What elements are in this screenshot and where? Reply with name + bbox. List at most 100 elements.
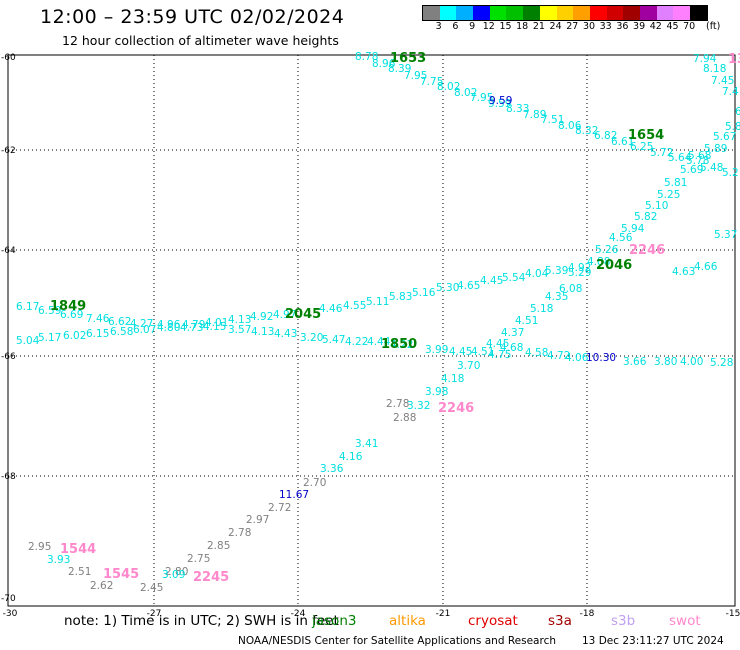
pass-time-label: 2246 [629, 243, 665, 258]
lat-tick-label: -64 [1, 246, 16, 256]
color-scale-label: 24 [549, 21, 562, 32]
swh-value-label: 5.25 [657, 189, 680, 201]
lon-tick-label: -27 [147, 609, 162, 619]
color-scale-label: 70 [683, 21, 696, 32]
color-scale-label: 36 [616, 21, 629, 32]
swh-value-label: 4.58 [525, 347, 548, 359]
swh-value-label: 5.64 [668, 152, 692, 164]
swh-value-label: 8.02 [437, 81, 460, 93]
lat-tick-label: -60 [1, 53, 16, 63]
color-scale-label: 3 [435, 21, 442, 32]
swh-value-label: 10.30 [586, 352, 616, 364]
swh-value-label: 7.45 [711, 75, 734, 87]
lat-tick-label: -62 [1, 146, 16, 156]
swh-value-label: 4.35 [545, 291, 568, 303]
swh-value-label: 6.58 [110, 326, 133, 338]
swh-value-label: 5.39 [545, 265, 568, 277]
swh-value-label: 4.97 [273, 309, 296, 321]
swh-value-label: 7.94 [693, 53, 717, 65]
swh-value-label: 4.92 [568, 262, 591, 274]
swh-value-label: 8.18 [703, 63, 726, 75]
swh-value-label: 7.46 [86, 313, 110, 325]
color-scale-cell [690, 6, 707, 20]
lon-tick-label: -15 [726, 609, 740, 619]
swh-value-label: 4.45 [449, 346, 472, 358]
swh-value-label: 4.63 [672, 266, 695, 278]
swh-value-label: 6.69 [60, 309, 83, 321]
swh-value-label: 8.33 [506, 103, 529, 115]
swh-value-label: 5.69 [680, 164, 703, 176]
pass-time-label: 2246 [438, 401, 474, 416]
color-scale-cell [656, 6, 674, 20]
swh-value-label: 3.66 [623, 356, 647, 368]
satellite-legend-s3a: s3a [548, 613, 572, 629]
color-scale-cell [456, 6, 474, 20]
color-scale-label: 12 [482, 21, 495, 32]
satellite-legend-s3b: s3b [611, 613, 636, 629]
swh-value-label: 2.80 [165, 566, 188, 578]
footer-center-name: NOAA/NESDIS Center for Satellite Applica… [238, 635, 556, 647]
swh-value-label: 3.41 [355, 438, 378, 450]
swh-value-label: 6 [735, 106, 740, 118]
swh-value-label: 5.82 [634, 211, 657, 223]
note-text: note: 1) Time is in UTC; 2) SWH is in fe… [64, 613, 339, 629]
swh-value-label: 7.95 [404, 70, 427, 82]
swh-value-label: 4.13 [251, 326, 274, 338]
swh-value-label: 8.96 [372, 58, 396, 70]
swh-value-label: 2.85 [207, 540, 230, 552]
swh-value-label: 5.72 [650, 147, 673, 159]
color-scale-label: 39 [633, 21, 646, 32]
swh-value-label: 5.2 [722, 167, 739, 179]
lon-tick-label: -18 [580, 609, 595, 619]
swh-value-label: 4.45 [480, 275, 503, 287]
swh-value-label: 6.61 [611, 136, 634, 148]
color-scale-cell [556, 6, 574, 20]
color-scale-cell [673, 6, 690, 20]
swh-value-label: 4.00 [680, 356, 703, 368]
swh-value-label: 3.20 [300, 332, 323, 344]
swh-value-label: 6.02 [63, 330, 86, 342]
swh-value-label: 4.55 [343, 300, 366, 312]
swh-value-label: 4.22 [390, 339, 413, 351]
pass-time-label: 13 [728, 52, 740, 67]
swh-value-label: 6.59 [38, 305, 61, 317]
lon-tick-label: -21 [436, 609, 451, 619]
swh-value-label: 4.18 [441, 373, 464, 385]
swh-value-label: 5.81 [664, 177, 687, 189]
footer-timestamp: 13 Dec 23:11:27 UTC 2024 [582, 635, 724, 647]
swh-value-label: 3.36 [320, 463, 344, 475]
swh-value-label: 4.65 [457, 280, 480, 292]
lat-tick-label: -68 [1, 472, 16, 482]
swh-value-label: 5.16 [412, 287, 436, 299]
color-scale-label: 27 [566, 21, 579, 32]
swh-value-label: 7.51 [541, 114, 564, 126]
swh-value-label: 2.78 [228, 527, 251, 539]
swh-value-label: 2.95 [28, 541, 51, 553]
pass-time-label: 2245 [193, 570, 229, 585]
color-scale-label: 18 [516, 21, 529, 32]
color-scale-labels: 3 6 9 12 15 18 21 24 27 30 33 36 39 42 45 70 [422, 21, 740, 35]
swh-value-label: 4.51 [515, 315, 538, 327]
swh-value-label: 4.01 [205, 317, 228, 329]
pass-time-label: 1545 [103, 567, 139, 582]
swh-value-label: 5.28 [710, 357, 733, 369]
satellite-legend-swot: swot [669, 613, 701, 629]
swh-value-label: 5.10 [645, 200, 668, 212]
swh-value-label: 4.06 [565, 352, 589, 364]
map-subtitle: 12 hour collection of altimeter wave hei… [62, 33, 339, 48]
map-axis-labels: -30 -27 -24 -21 -18 -15 -60 -62 -64 -66 -68 -70 [1, 53, 740, 619]
swh-value-label: 4.88 [587, 256, 610, 268]
swh-value-label: 11.67 [279, 489, 309, 501]
swh-value-label: 3.70 [457, 360, 480, 372]
swh-value-label: 2.88 [393, 412, 416, 424]
swh-value-label: 9.59 [488, 98, 511, 110]
color-scale-cell [539, 6, 557, 20]
color-scale-label: 45 [666, 21, 679, 32]
swh-value-label: 5.29 [568, 267, 591, 279]
swh-value-label: 4.92 [250, 311, 273, 323]
swh-value-label: 8.78 [355, 51, 378, 63]
swh-value-label: 5.78 [686, 155, 709, 167]
swh-value-label: 6.82 [594, 130, 617, 142]
swh-value-label: 4.96 [157, 319, 181, 331]
swh-value-label: 4.66 [694, 261, 718, 273]
